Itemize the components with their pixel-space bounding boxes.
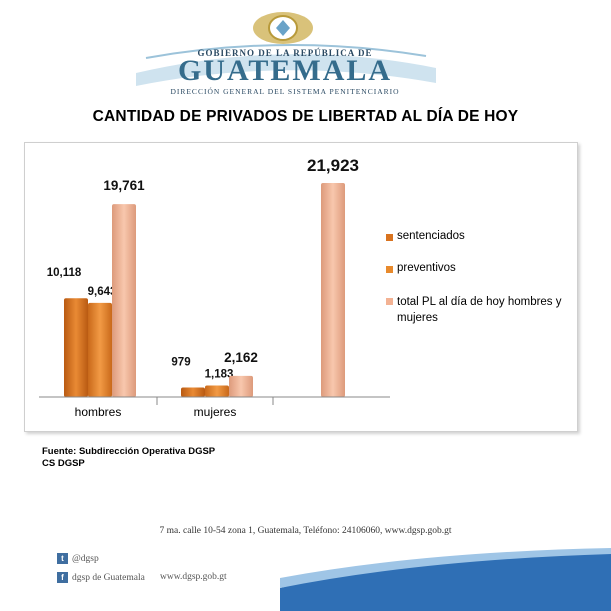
chart-area: 10,118 9,643 19,761 979 1,183 2,162 21,923 hom… [24, 142, 578, 432]
data-label: 19,761 [103, 178, 145, 193]
data-label: 2,162 [224, 350, 258, 365]
website-link[interactable]: www.dgsp.gob.gt [160, 572, 227, 582]
data-label: 9,643 [88, 286, 117, 298]
twitter-handle: @dgsp [72, 553, 99, 564]
address-text: 7 ma. calle 10-54 zona 1, Guatemala, Tel… [159, 526, 452, 536]
legend-label: preventivos [397, 262, 456, 274]
header-logo: GOBIERNO DE LA REPÚBLICA DE GUATEMALA DI… [120, 8, 450, 96]
twitter-icon: t [57, 553, 68, 564]
bar-preventivos-mujeres [205, 385, 229, 397]
data-label: 21,923 [307, 156, 359, 175]
source-note: Fuente: Subdirección Operativa DGSP CS D… [42, 446, 215, 470]
bar-total-hombres [112, 204, 136, 397]
facebook-link[interactable]: f dgsp de Guatemala [57, 572, 145, 583]
header-swoosh [136, 43, 436, 86]
category-label: hombres [75, 405, 122, 419]
bar-total-total [321, 183, 345, 397]
category-label: mujeres [194, 405, 237, 419]
org-top-text: GOBIERNO DE LA REPÚBLICA DE [197, 48, 373, 58]
chart-legend: sentenciados preventivos total PL al día… [386, 230, 576, 346]
legend-label: total PL al día de hoy hombres y mujeres [397, 296, 562, 324]
source-line: CS DGSP [42, 458, 85, 469]
guatemala-emblem-icon [253, 12, 313, 44]
facebook-icon: f [57, 572, 68, 583]
data-label: 10,118 [47, 267, 82, 279]
footer-wave [280, 548, 611, 611]
source-line: Fuente: Subdirección Operativa DGSP [42, 446, 216, 457]
facebook-name: dgsp de Guatemala [72, 572, 145, 583]
data-label: 1,183 [205, 368, 234, 380]
org-name: GUATEMALA [177, 54, 393, 87]
legend-swatch [386, 298, 393, 305]
bar-preventivos-hombres [88, 302, 112, 397]
org-subtitle: DIRECCIÓN GENERAL DEL SISTEMA PENITENCIA… [170, 87, 400, 96]
bar-sentenciados-mujeres [181, 387, 205, 397]
legend-label: sentenciados [397, 230, 465, 242]
bar-sentenciados-hombres [64, 298, 88, 397]
legend-item: total PL al día de hoy hombres y mujeres [386, 294, 576, 326]
legend-swatch [386, 266, 393, 273]
page-title: CANTIDAD DE PRIVADOS DE LIBERTAD AL DÍA … [92, 108, 519, 125]
bar-total-mujeres [229, 375, 253, 397]
legend-item: preventivos [386, 262, 576, 274]
twitter-link[interactable]: t @dgsp [57, 553, 99, 564]
data-label: 979 [171, 356, 190, 368]
bar-chart: 10,118 9,643 19,761 979 1,183 2,162 21,923 hom… [39, 156, 390, 419]
legend-item: sentenciados [386, 230, 576, 242]
legend-swatch [386, 234, 393, 241]
